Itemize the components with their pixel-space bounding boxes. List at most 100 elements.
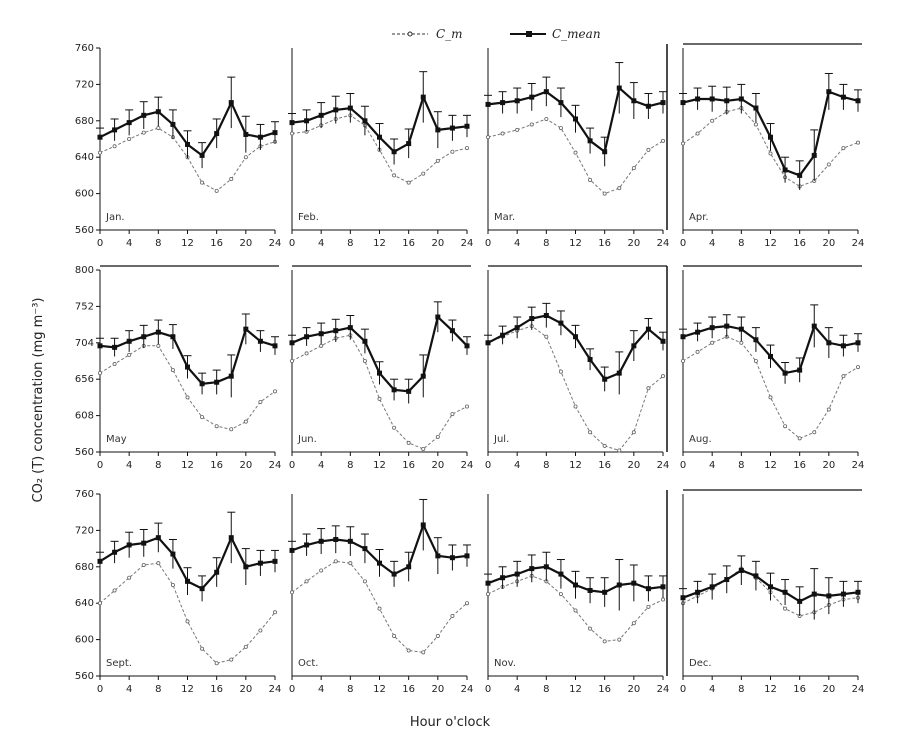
point-cm — [753, 122, 758, 127]
point-cm — [258, 628, 263, 633]
point-cmean — [797, 598, 803, 604]
point-cm — [289, 131, 294, 136]
point-cmean — [724, 98, 730, 104]
point-cmean — [840, 94, 846, 100]
point-cmean — [464, 343, 470, 349]
x-tick-label: 12 — [764, 460, 777, 471]
point-cmean — [243, 326, 249, 332]
point-cm — [421, 650, 426, 655]
point-cm — [392, 633, 397, 638]
point-cmean — [420, 373, 426, 379]
point-cm — [841, 374, 846, 379]
point-cmean — [141, 540, 147, 546]
point-cm — [695, 131, 700, 136]
point-cm — [362, 358, 367, 363]
x-tick-label: 8 — [738, 238, 744, 249]
panels: 560 600 640 680 720 760 0 4 8 12 16 20 24 Jan. 0 4 8 12 16… — [75, 43, 864, 695]
point-cm — [450, 149, 455, 154]
x-tick-label: 4 — [514, 684, 520, 695]
point-cmean — [500, 332, 506, 338]
point-cmean — [855, 340, 861, 346]
y-tick-label: 680 — [75, 562, 94, 573]
point-cmean — [257, 134, 263, 140]
x-tick-label: 4 — [318, 238, 324, 249]
y-tick-label: 656 — [75, 374, 94, 385]
point-cmean — [587, 356, 593, 362]
point-cmean — [214, 379, 220, 385]
x-tick-label: 16 — [210, 460, 223, 471]
point-cm — [392, 173, 397, 178]
point-cm — [112, 362, 117, 367]
x-axis-title: Hour o'clock — [410, 715, 491, 730]
x-tick-label: 20 — [239, 238, 252, 249]
point-cmean — [126, 120, 132, 126]
legend-label-cm: C_m — [436, 27, 463, 41]
point-cm — [500, 131, 505, 136]
point-cmean — [529, 566, 535, 572]
point-cm — [98, 150, 103, 155]
point-cmean — [420, 94, 426, 100]
y-axis-title: CO₂ (T) concentration (mg m⁻³) — [31, 298, 46, 503]
point-cmean — [214, 131, 220, 137]
point-cmean — [500, 575, 506, 581]
x-tick-label: 20 — [239, 684, 252, 695]
point-cm — [406, 440, 411, 445]
point-cm — [856, 365, 861, 370]
point-cm — [243, 155, 248, 160]
point-cmean — [391, 387, 397, 393]
point-cmean — [420, 522, 426, 528]
month-label: Dec. — [689, 658, 712, 669]
point-cm — [588, 177, 593, 182]
point-cm — [783, 606, 788, 611]
point-cmean — [199, 152, 205, 158]
point-cmean — [199, 586, 205, 592]
point-cmean — [185, 578, 190, 584]
x-tick-label: 4 — [126, 460, 132, 471]
point-cmean — [289, 120, 295, 126]
y-tick-label: 560 — [75, 225, 94, 236]
point-cmean — [362, 546, 368, 552]
point-cm — [631, 166, 636, 171]
x-tick-label: 12 — [373, 238, 386, 249]
point-cmean — [347, 325, 353, 331]
point-cm — [258, 399, 263, 404]
point-cmean — [573, 582, 578, 588]
point-cmean — [333, 537, 339, 542]
x-tick-label: 24 — [657, 684, 670, 695]
point-cmean — [391, 149, 397, 155]
x-tick-label: 8 — [543, 460, 549, 471]
x-tick-label: 4 — [514, 460, 520, 471]
x-tick-label: 20 — [627, 460, 640, 471]
y-tick-label: 640 — [75, 598, 94, 609]
point-cm — [170, 583, 175, 588]
month-label: Feb. — [298, 212, 319, 223]
point-cm — [797, 436, 802, 441]
panel-may: 560 608 656 704 752 800 0 4 8 12 16 20 24 May — [75, 265, 281, 471]
point-cm — [661, 374, 666, 379]
point-cm — [646, 386, 651, 391]
y-tick-label: 640 — [75, 152, 94, 163]
point-cmean — [155, 535, 161, 541]
x-tick-label: 12 — [569, 460, 582, 471]
point-cmean — [514, 98, 520, 104]
point-cmean — [738, 567, 744, 573]
point-cmean — [333, 328, 339, 334]
panel-jul: 0 4 8 12 16 20 24 Jul. — [484, 265, 669, 471]
x-tick-label: 24 — [461, 460, 474, 471]
point-cmean — [768, 353, 773, 359]
point-cm — [753, 358, 758, 363]
panel-jan: 560 600 640 680 720 760 0 4 8 12 16 20 24 Jan. — [75, 43, 281, 249]
y-tick-label: 800 — [75, 265, 94, 276]
x-tick-label: 20 — [822, 460, 835, 471]
point-cmean — [753, 573, 759, 579]
panel-mar: 0 4 8 12 16 20 24 Mar. — [484, 44, 669, 249]
point-cmean — [680, 595, 686, 601]
x-tick-label: 8 — [543, 238, 549, 249]
x-tick-label: 4 — [318, 460, 324, 471]
x-tick-label: 16 — [793, 460, 806, 471]
point-cmean — [435, 314, 441, 320]
point-cmean — [435, 127, 441, 133]
point-cm — [856, 140, 861, 145]
point-cm — [841, 146, 846, 151]
point-cm — [485, 592, 490, 597]
